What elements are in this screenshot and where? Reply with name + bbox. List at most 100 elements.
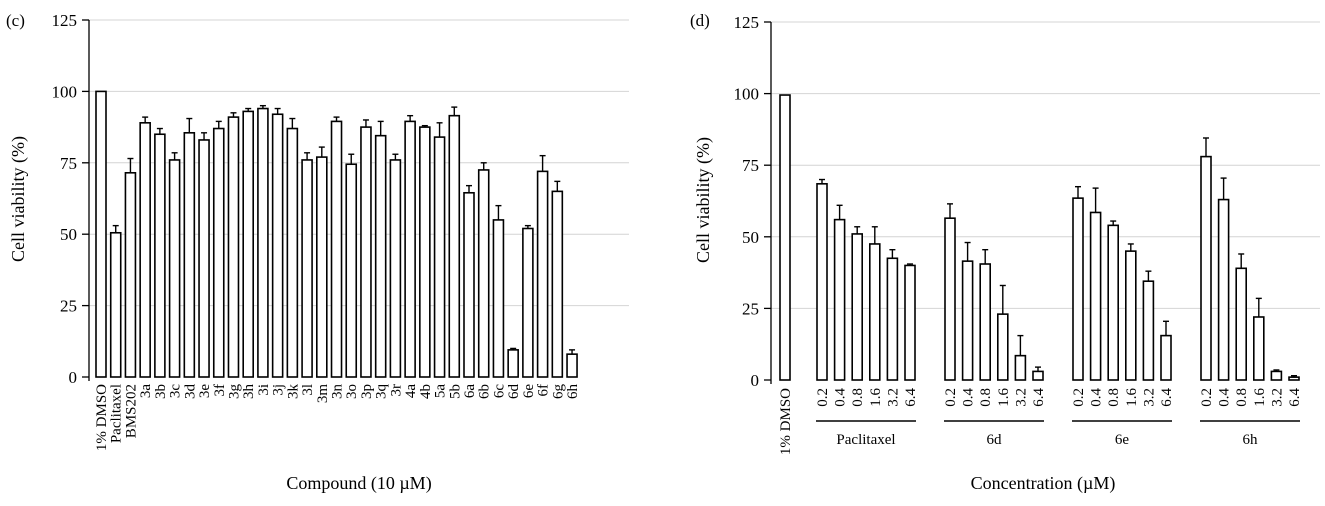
bar-c [360,126,372,378]
bar-d [1253,316,1265,381]
x-tick-label-d: 0.2 [1071,388,1087,407]
y-tick-label-d: 100 [734,85,760,104]
x-tick-label-d: 6.4 [1287,388,1303,407]
x-tick-label-c: 4b [418,384,434,399]
bar-c [257,107,269,378]
bar-c [109,231,122,378]
bar-d [961,260,974,381]
bar-d [996,313,1009,381]
bar-c [183,132,196,378]
x-tick-label-c: 4a [403,384,419,399]
group-label-d: Paclitaxel [836,432,895,448]
bar-d [1160,334,1172,381]
bar-c [433,136,446,378]
x-tick-label-d: 3.2 [885,388,901,407]
bar-c [212,127,225,378]
x-tick-label-d: 3.2 [1269,388,1285,407]
x-tick-label-c: 6a [462,384,478,399]
x-tick-label-c: 3k [285,384,301,400]
bar-d [1288,376,1300,381]
bar-d [1142,280,1155,381]
group-label-d: 6d [987,432,1003,448]
x-tick-label-d: 6.4 [1031,388,1047,407]
y-tick-label-c: 75 [60,154,77,173]
x-tick-label-d: 1.6 [996,388,1012,407]
x-tick-label-c: 6e [521,384,537,399]
y-tick-label-d: 50 [742,228,759,247]
x-tick-label-d: 3.2 [1013,388,1029,407]
bar-c [227,116,240,378]
bar-c [154,133,166,378]
x-tick-label-c: 3j [271,384,287,396]
x-tick-label-c: 3l [300,384,316,396]
x-tick-label-c: 6c [491,384,507,399]
bar-c [198,139,210,378]
x-tick-label-c: 3r [388,384,404,397]
x-tick-label-c: 6b [477,384,493,399]
y-axis-title-c: Cell viability (%) [8,136,29,262]
x-tick-label-d: 0.8 [1234,388,1250,407]
bar-c [139,122,151,378]
x-tick-label-c: 3i [256,384,272,396]
y-tick-label-d: 125 [734,13,760,32]
x-tick-label-c: 3e [197,384,213,399]
x-tick-label-c: 6f [536,384,552,397]
bar-c [271,113,284,378]
bar-d [833,218,846,381]
x-tick-label-d: 3.2 [1141,388,1157,407]
bar-d [1270,370,1283,381]
x-tick-label-c: 6g [550,384,566,400]
x-tick-label-c: 3n [330,384,346,400]
bar-c [463,191,475,378]
bar-c [242,110,254,378]
x-tick-label-c: 3a [138,384,154,399]
x-tick-label-d: 0.4 [1217,388,1233,407]
group-label-d: 6e [1115,432,1130,448]
bar-c [507,349,519,378]
bar-c [124,171,137,378]
bar-d [1072,197,1084,381]
x-tick-label-c: 3b [153,384,169,399]
x-axis-title-c: Compound (10 µM) [286,473,431,494]
bar-d [868,243,881,381]
x-tick-label-d: 1.6 [1124,388,1140,407]
y-tick-label-d: 0 [751,371,760,390]
bar-d [1217,198,1230,381]
bar-c [566,353,578,378]
group-label-d: 6h [1243,432,1259,448]
bar-d [851,233,864,381]
bar-d [816,183,828,381]
bar-c [522,227,534,378]
y-tick-label-c: 125 [52,11,78,30]
x-tick-label-d: 0.8 [1106,388,1122,407]
x-tick-label-c: 3c [168,384,184,399]
x-tick-label-d: 6.4 [1159,388,1175,407]
x-tick-label-c: BMS202 [123,384,139,438]
bar-d [779,94,791,381]
x-tick-label-d: 1.6 [1252,388,1268,407]
bar-c [492,219,505,378]
bar-d [1032,370,1044,381]
x-tick-label-d: 0.8 [850,388,866,407]
bar-c [448,114,461,378]
bar-c [286,127,299,378]
x-tick-label-d: 0.2 [943,388,959,407]
bar-d [979,263,992,381]
x-tick-label-d: 0.4 [1089,388,1105,407]
bar-d [1014,354,1027,381]
bar-c [551,190,564,378]
x-tick-label-c: 5b [447,384,463,399]
x-tick-label-c: 3m [315,384,331,404]
bar-c [95,90,107,378]
x-tick-label-d: 1% DMSO [778,388,794,455]
panel-label-d: (d) [690,11,710,30]
bar-c [301,159,313,378]
x-tick-label-d: 0.2 [815,388,831,407]
bar-c [389,159,402,378]
bar-d [904,264,916,381]
bar-d [944,217,956,381]
x-tick-label-d: 0.8 [978,388,994,407]
bar-d [1107,224,1119,381]
x-tick-label-c: 3d [182,384,198,400]
